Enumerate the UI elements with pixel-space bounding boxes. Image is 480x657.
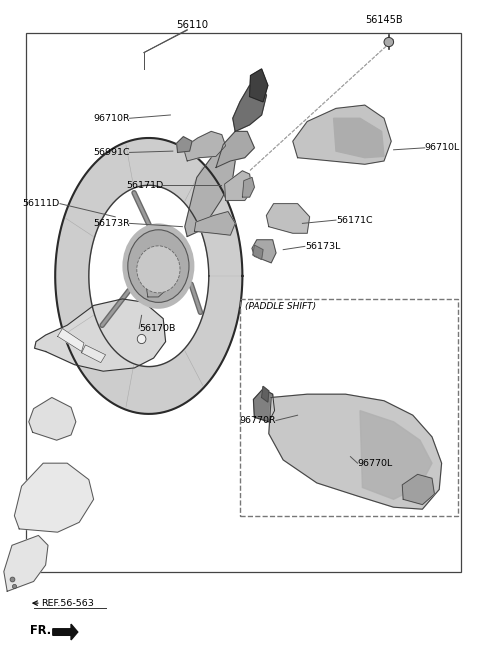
Polygon shape <box>233 82 266 131</box>
Bar <box>26 33 461 572</box>
Polygon shape <box>225 171 252 200</box>
Text: 56110: 56110 <box>176 20 208 30</box>
Polygon shape <box>269 394 442 509</box>
Polygon shape <box>177 137 192 152</box>
Text: REF.56-563: REF.56-563 <box>41 599 94 608</box>
Text: 56171C: 56171C <box>336 215 372 225</box>
Text: 56145B: 56145B <box>365 15 402 25</box>
Polygon shape <box>82 345 106 363</box>
Polygon shape <box>216 131 254 168</box>
Polygon shape <box>252 240 276 263</box>
Text: 56173L: 56173L <box>305 242 340 251</box>
Text: 56170B: 56170B <box>139 324 176 333</box>
Polygon shape <box>360 411 432 499</box>
Ellipse shape <box>137 334 146 344</box>
Bar <box>240 299 458 516</box>
Ellipse shape <box>128 230 189 302</box>
Polygon shape <box>53 624 78 640</box>
Polygon shape <box>293 105 391 164</box>
Polygon shape <box>35 299 166 371</box>
Polygon shape <box>194 212 235 235</box>
Ellipse shape <box>384 37 394 47</box>
Polygon shape <box>242 177 254 197</box>
Text: 96770L: 96770L <box>358 459 393 468</box>
Text: 56171D: 56171D <box>126 181 163 190</box>
Text: 56111D: 56111D <box>23 199 60 208</box>
Polygon shape <box>55 138 242 414</box>
Polygon shape <box>58 328 84 351</box>
Text: 96710L: 96710L <box>425 143 460 152</box>
Polygon shape <box>250 69 268 102</box>
Ellipse shape <box>137 246 180 293</box>
Polygon shape <box>185 151 235 237</box>
Text: 96710R: 96710R <box>93 114 130 123</box>
Polygon shape <box>402 474 434 505</box>
Polygon shape <box>253 389 275 422</box>
Polygon shape <box>29 397 76 440</box>
Text: FR.: FR. <box>30 624 51 637</box>
Polygon shape <box>14 463 94 532</box>
Text: 56991C: 56991C <box>93 148 130 157</box>
Text: (PADDLE SHIFT): (PADDLE SHIFT) <box>245 302 316 311</box>
Text: 56173R: 56173R <box>93 219 130 228</box>
Polygon shape <box>4 535 48 591</box>
Polygon shape <box>253 245 263 260</box>
Polygon shape <box>334 118 384 158</box>
Text: 96770R: 96770R <box>240 416 276 425</box>
Polygon shape <box>266 204 310 233</box>
Polygon shape <box>262 386 269 402</box>
Polygon shape <box>183 131 226 161</box>
Ellipse shape <box>122 223 194 309</box>
Polygon shape <box>146 275 168 297</box>
